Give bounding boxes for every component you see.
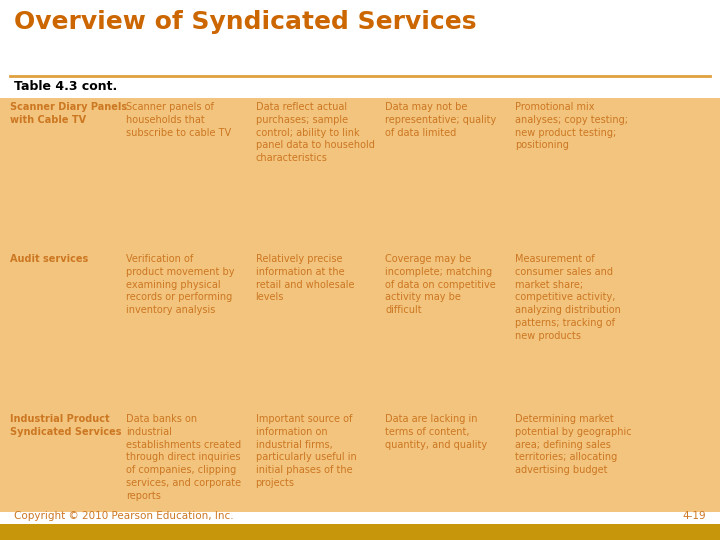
Text: Coverage may be
incomplete; matching
of data on competitive
activity may be
diff: Coverage may be incomplete; matching of … — [385, 254, 496, 315]
Text: Overview of Syndicated Services: Overview of Syndicated Services — [14, 10, 477, 34]
Bar — [0, 98, 720, 512]
Text: Scanner panels of
households that
subscribe to cable TV: Scanner panels of households that subscr… — [126, 102, 231, 138]
Text: Copyright © 2010 Pearson Education, Inc.: Copyright © 2010 Pearson Education, Inc. — [14, 511, 233, 521]
Text: 4-19: 4-19 — [683, 511, 706, 521]
Text: Relatively precise
information at the
retail and wholesale
levels: Relatively precise information at the re… — [256, 254, 354, 302]
Text: Audit services: Audit services — [10, 254, 89, 264]
Bar — [0, 524, 720, 540]
Text: Determining market
potential by geographic
area; defining sales
territories; all: Determining market potential by geograph… — [515, 414, 631, 475]
Text: Important source of
information on
industrial firms,
particularly useful in
init: Important source of information on indus… — [256, 414, 356, 488]
Text: Data may not be
representative; quality
of data limited: Data may not be representative; quality … — [385, 102, 497, 138]
Text: Data banks on
industrial
establishments created
through direct inquiries
of comp: Data banks on industrial establishments … — [126, 414, 241, 501]
Text: Promotional mix
analyses; copy testing;
new product testing;
positioning: Promotional mix analyses; copy testing; … — [515, 102, 628, 151]
Text: Data reflect actual
purchases; sample
control; ability to link
panel data to hou: Data reflect actual purchases; sample co… — [256, 102, 374, 163]
Text: Scanner Diary Panels
with Cable TV: Scanner Diary Panels with Cable TV — [10, 102, 127, 125]
Text: Table 4.3 cont.: Table 4.3 cont. — [14, 80, 117, 93]
Text: Data are lacking in
terms of content,
quantity, and quality: Data are lacking in terms of content, qu… — [385, 414, 487, 450]
Text: Verification of
product movement by
examining physical
records or performing
inv: Verification of product movement by exam… — [126, 254, 235, 315]
Text: Measurement of
consumer sales and
market share;
competitive activity,
analyzing : Measurement of consumer sales and market… — [515, 254, 621, 341]
Text: Industrial Product
Syndicated Services: Industrial Product Syndicated Services — [10, 414, 122, 437]
